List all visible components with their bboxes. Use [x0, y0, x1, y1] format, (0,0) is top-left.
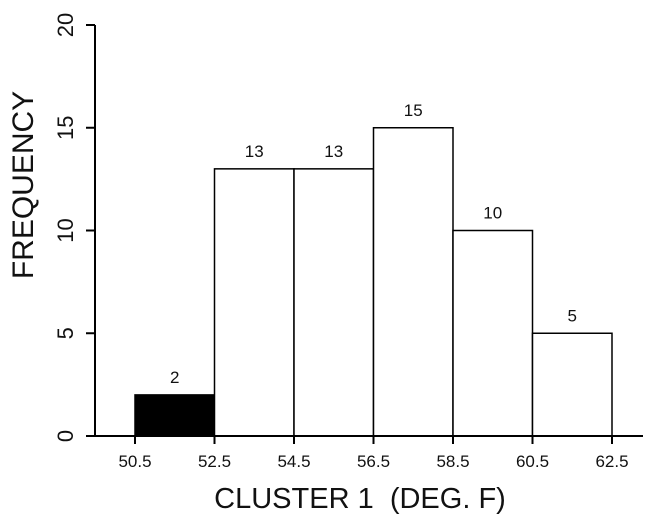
bar-value-label-4: 15 [404, 101, 423, 120]
bars-layer [134, 127, 613, 437]
x-tick-label: 60.5 [516, 452, 549, 471]
x-tick-label: 62.5 [595, 452, 628, 471]
x-tick-label: 50.5 [118, 452, 151, 471]
y-tick-label: 20 [53, 13, 78, 37]
x-tick-label: 54.5 [277, 452, 310, 471]
y-axis-title: FREQUENCY [7, 91, 40, 279]
x-tick-label: 56.5 [357, 452, 390, 471]
y-tick-label: 0 [53, 430, 78, 442]
histogram-bar-6 [531, 332, 613, 437]
x-ticks-layer: 50.5 52.5 54.5 56.5 58.5 60.5 62.5 [118, 436, 629, 471]
y-tick-label: 10 [53, 218, 78, 242]
y-tick-label: 15 [53, 116, 78, 140]
histogram-bar-1 [134, 394, 216, 437]
histogram-bar-4 [372, 127, 454, 437]
y-ticks-layer: 0 5 10 15 20 [53, 13, 95, 442]
bar-value-label-3: 13 [324, 142, 343, 161]
histogram-bar-5 [452, 229, 534, 437]
bar-value-label-5: 10 [483, 204, 502, 223]
x-axis-title: CLUSTER 1 (DEG. F) [214, 483, 506, 515]
value-labels-layer: 2 13 13 15 10 5 [170, 101, 577, 387]
histogram-bar-2 [213, 168, 295, 437]
x-tick-label: 52.5 [198, 452, 231, 471]
bar-value-label-1: 2 [170, 368, 179, 387]
bar-value-label-6: 5 [568, 306, 577, 325]
bar-value-label-2: 13 [245, 142, 264, 161]
histogram-bar-3 [293, 168, 375, 437]
y-tick-label: 5 [53, 327, 78, 339]
x-tick-label: 58.5 [436, 452, 469, 471]
